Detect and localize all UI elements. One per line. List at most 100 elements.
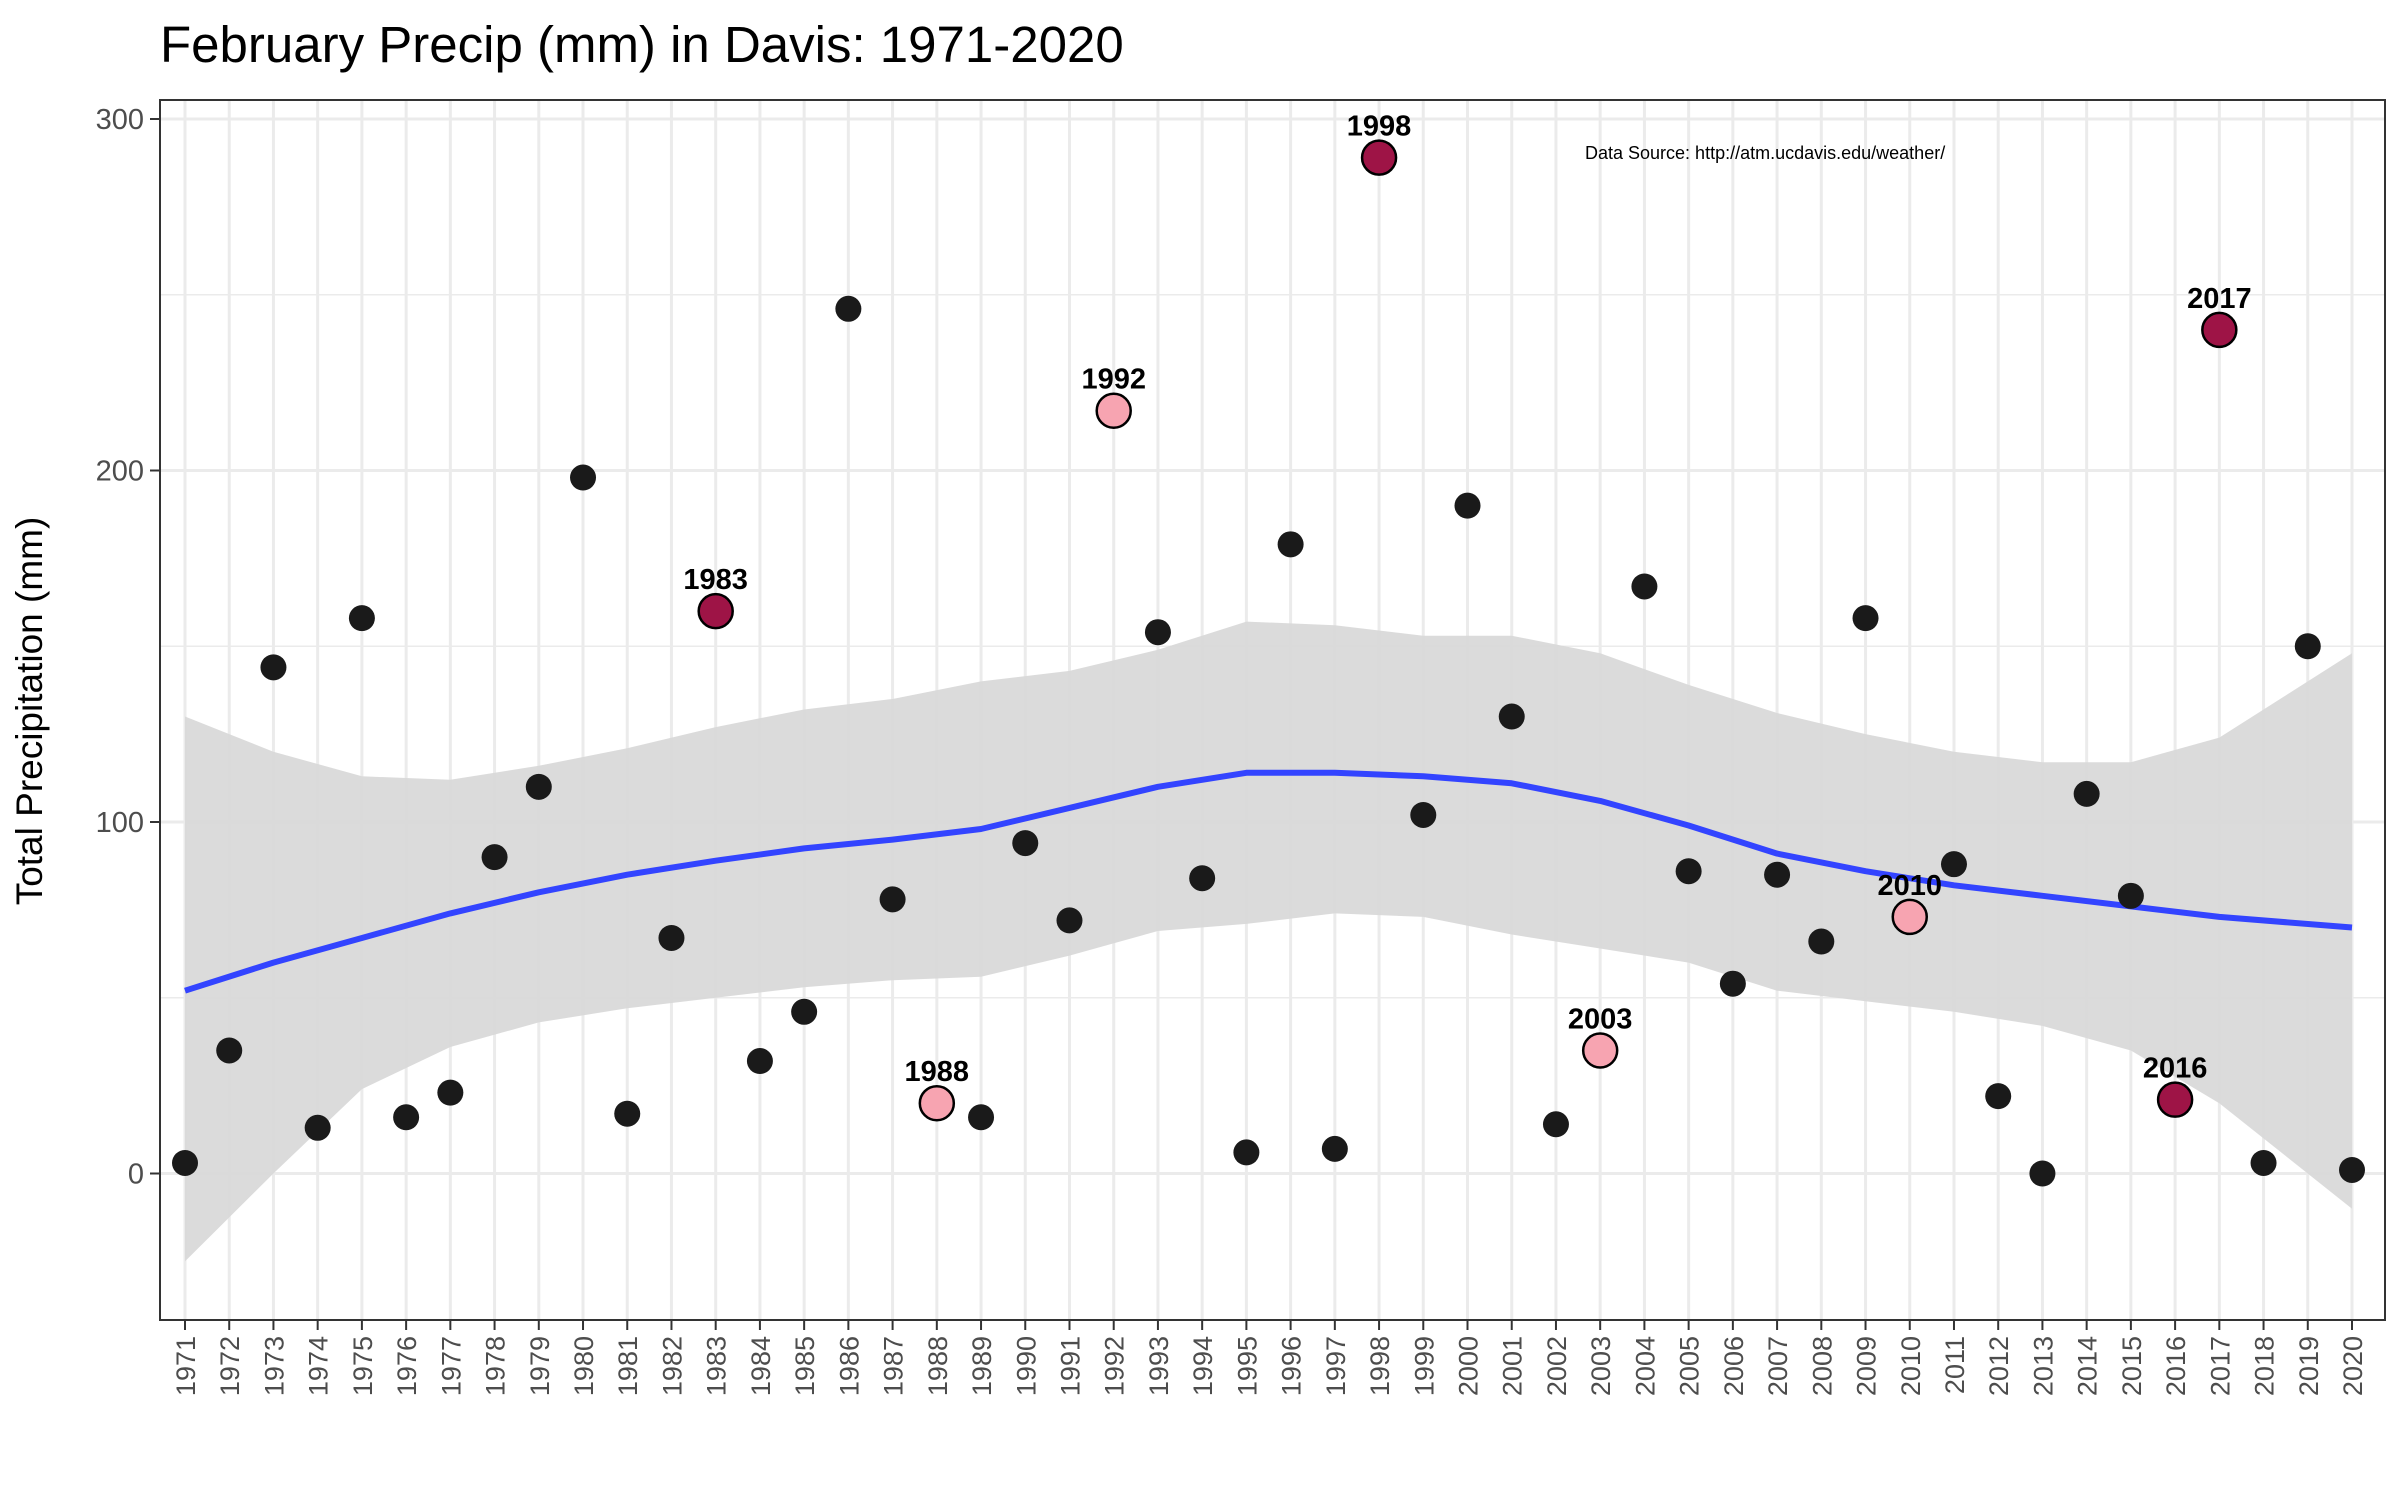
x-tick-label: 1975 bbox=[348, 1336, 378, 1396]
data-source-note: Data Source: http://atm.ucdavis.edu/weat… bbox=[1585, 143, 1945, 163]
x-tick-label: 1990 bbox=[1011, 1336, 1041, 1396]
x-tick-label: 2014 bbox=[2073, 1336, 2103, 1396]
x-tick-label: 2019 bbox=[2294, 1336, 2324, 1396]
x-tick-label: 2016 bbox=[2161, 1336, 2191, 1396]
data-point bbox=[1498, 703, 1525, 730]
x-tick-label: 1998 bbox=[1365, 1336, 1395, 1396]
confidence-ribbon bbox=[185, 621, 2352, 1262]
data-point bbox=[570, 464, 597, 491]
panel-border bbox=[159, 99, 2386, 1321]
data-point bbox=[1542, 1111, 1569, 1138]
x-tick-label: 1973 bbox=[259, 1336, 289, 1396]
y-tick-label: 300 bbox=[96, 104, 144, 136]
x-tick-label: 1976 bbox=[392, 1336, 422, 1396]
x-tick-label: 1977 bbox=[436, 1336, 466, 1396]
data-point bbox=[1144, 619, 1171, 646]
x-tick-label: 2000 bbox=[1454, 1336, 1484, 1396]
data-point bbox=[1410, 801, 1437, 828]
x-tick-label: 2005 bbox=[1675, 1336, 1705, 1396]
y-tick-label: 100 bbox=[96, 807, 144, 839]
x-tick-label: 2015 bbox=[2117, 1336, 2147, 1396]
x-tick-label: 1997 bbox=[1321, 1336, 1351, 1396]
x-tick-label: 2010 bbox=[1896, 1336, 1926, 1396]
data-point bbox=[835, 295, 862, 322]
data-point bbox=[481, 844, 508, 871]
x-tick-label: 2013 bbox=[2028, 1336, 2058, 1396]
x-tick-label: 1983 bbox=[702, 1336, 732, 1396]
y-axis-label: Total Precipitation (mm) bbox=[9, 517, 50, 906]
axes-layer: 0 100 200 300 1971 1972 1973 1974 1975 1976 1977 19… bbox=[96, 104, 2368, 1396]
data-point bbox=[2029, 1160, 2056, 1187]
point-label: 1998 bbox=[1347, 111, 1412, 143]
data-point bbox=[172, 1149, 198, 1176]
x-tick-label: 1979 bbox=[525, 1336, 555, 1396]
x-tick-label: 1980 bbox=[569, 1336, 599, 1396]
data-point bbox=[2250, 1149, 2277, 1176]
x-tick-label: 1985 bbox=[790, 1336, 820, 1396]
data-point bbox=[1719, 970, 1746, 997]
data-point bbox=[1233, 1139, 1260, 1166]
data-point bbox=[2073, 780, 2100, 807]
highlighted-point bbox=[1095, 392, 1132, 429]
data-point bbox=[658, 924, 685, 951]
data-point bbox=[1012, 830, 1039, 857]
x-tick-label: 1993 bbox=[1144, 1336, 1174, 1396]
data-point bbox=[2339, 1156, 2365, 1183]
x-tick-label: 1995 bbox=[1232, 1336, 1262, 1396]
x-tick-label: 1972 bbox=[215, 1336, 245, 1396]
x-tick-label: 2020 bbox=[2338, 1336, 2368, 1396]
data-point bbox=[260, 654, 287, 681]
x-tick-label: 1981 bbox=[613, 1336, 643, 1396]
x-tick-label: 2001 bbox=[1498, 1336, 1528, 1396]
x-tick-label: 1974 bbox=[304, 1336, 334, 1396]
x-tick-label: 2007 bbox=[1763, 1336, 1793, 1396]
x-tick-label: 1988 bbox=[923, 1336, 953, 1396]
x-tick-label: 2002 bbox=[1542, 1336, 1572, 1396]
x-tick-label: 1999 bbox=[1409, 1336, 1439, 1396]
data-point bbox=[1321, 1135, 1348, 1162]
smooth-line-layer bbox=[184, 769, 2353, 994]
data-point bbox=[1940, 851, 1967, 878]
x-tick-label: 1984 bbox=[746, 1336, 776, 1396]
x-tick-label: 2017 bbox=[2205, 1336, 2235, 1396]
data-point bbox=[1852, 605, 1879, 632]
data-point bbox=[348, 605, 375, 632]
data-point bbox=[1675, 858, 1702, 885]
x-tick-label: 2003 bbox=[1586, 1336, 1616, 1396]
data-point bbox=[525, 773, 552, 800]
data-point bbox=[1189, 865, 1216, 892]
data-point bbox=[746, 1048, 773, 1075]
data-point bbox=[1631, 573, 1658, 600]
x-tick-label: 1978 bbox=[481, 1336, 511, 1396]
data-point bbox=[393, 1104, 420, 1131]
points-layer bbox=[172, 139, 2365, 1187]
x-tick-label: 2011 bbox=[1940, 1336, 1970, 1394]
highlighted-point bbox=[918, 1084, 956, 1122]
data-point bbox=[879, 886, 906, 913]
point-label: 1983 bbox=[683, 564, 748, 596]
x-tick-label: 1992 bbox=[1100, 1336, 1130, 1396]
data-point bbox=[437, 1079, 464, 1106]
x-tick-label: 2018 bbox=[2250, 1336, 2280, 1396]
x-tick-label: 1986 bbox=[834, 1336, 864, 1396]
y-tick-label: 200 bbox=[96, 456, 144, 488]
confidence-ribbon-layer bbox=[185, 621, 2352, 1262]
data-point bbox=[2294, 633, 2321, 660]
x-tick-label: 2006 bbox=[1719, 1336, 1749, 1396]
x-tick-label: 1989 bbox=[967, 1336, 997, 1396]
point-labels-layer: 1983 1988 1992 1998 2003 2010 2016 2017 bbox=[683, 111, 2251, 1089]
point-label: 2017 bbox=[2187, 283, 2252, 315]
highlighted-point bbox=[2201, 311, 2238, 349]
point-label: 1988 bbox=[905, 1056, 970, 1088]
point-label: 2003 bbox=[1568, 1003, 1633, 1035]
highlighted-point bbox=[697, 592, 734, 630]
x-tick-label: 1996 bbox=[1277, 1336, 1307, 1396]
data-point bbox=[1454, 492, 1481, 519]
data-point bbox=[968, 1104, 995, 1131]
chart-title: February Precip (mm) in Davis: 1971-2020 bbox=[160, 16, 1124, 73]
x-tick-label: 1971 bbox=[171, 1336, 201, 1396]
point-label: 2010 bbox=[1877, 870, 1942, 902]
point-label: 1992 bbox=[1081, 364, 1146, 396]
y-tick-label: 0 bbox=[128, 1159, 144, 1191]
